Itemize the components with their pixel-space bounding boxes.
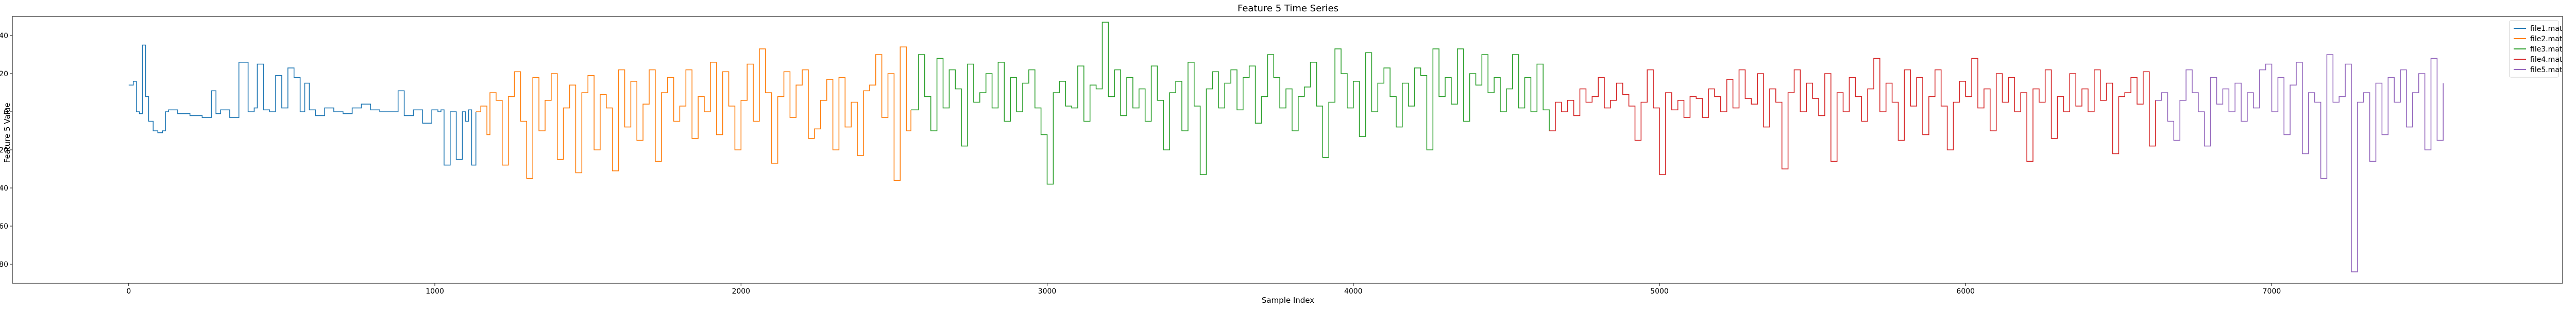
- y-tick-label-5: 20: [0, 70, 8, 78]
- legend-label-5: file5.mat: [2530, 66, 2563, 74]
- x-tick-label-4: 4000: [1344, 287, 1363, 296]
- x-tick-label-5: 5000: [1650, 287, 1669, 296]
- x-tick-label-0: 0: [126, 287, 131, 296]
- y-tick-label-4: 0: [4, 108, 8, 116]
- x-axis-label: Sample Index: [1262, 296, 1314, 305]
- legend-label-4: file4.mat: [2530, 56, 2563, 64]
- series-layer: [128, 22, 2444, 272]
- y-tick-label-6: 40: [0, 32, 8, 40]
- legend-label-3: file3.mat: [2530, 45, 2563, 54]
- y-tick-label-2: −40: [0, 184, 8, 193]
- legend-label-1: file1.mat: [2530, 25, 2563, 33]
- legend: file1.mat file2.mat file3.mat file4.mat file…: [2509, 20, 2563, 78]
- chart-title: Feature 5 Time Series: [1238, 3, 1338, 14]
- x-tick-label-7: 7000: [2263, 287, 2281, 296]
- legend-label-2: file2.mat: [2530, 35, 2563, 43]
- series-line-1: [128, 44, 477, 166]
- series-line-3: [911, 22, 1550, 185]
- x-tick-label-2: 2000: [732, 287, 750, 296]
- y-axis-ticks: −80 −60 −40 −20 0 20 40: [0, 32, 12, 269]
- series-line-5: [2155, 54, 2444, 272]
- y-axis-label: Feature 5 Value: [3, 103, 12, 163]
- series-line-4: [1549, 58, 2156, 175]
- x-tick-label-1: 1000: [426, 287, 444, 296]
- y-tick-label-1: −60: [0, 222, 8, 231]
- y-tick-label-0: −80: [0, 261, 8, 269]
- legend-box: [2509, 20, 2559, 78]
- x-tick-label-6: 6000: [1956, 287, 1975, 296]
- x-tick-label-3: 3000: [1038, 287, 1057, 296]
- series-line-2: [476, 46, 911, 181]
- x-axis-ticks: 0 1000 2000 3000 4000 5000 6000 7000: [126, 283, 2281, 296]
- y-tick-label-3: −20: [0, 146, 8, 154]
